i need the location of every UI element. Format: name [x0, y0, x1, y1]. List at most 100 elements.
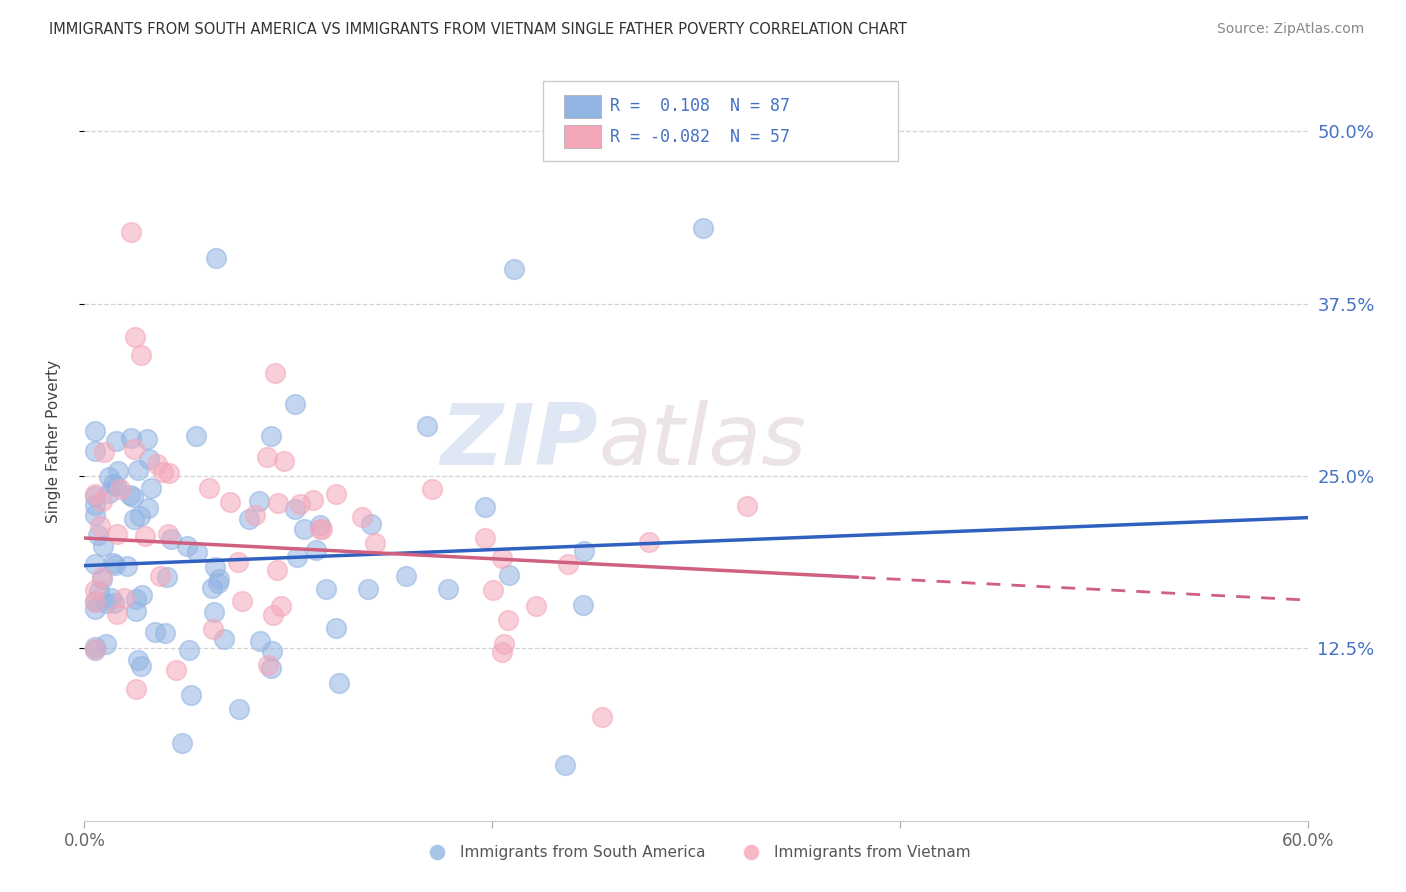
Point [474, 531, 496, 545]
Point [198, 481, 221, 495]
Point [262, 608, 284, 623]
Y-axis label: Single Father Poverty: Single Father Poverty [46, 360, 60, 523]
Text: R = -0.082  N = 57: R = -0.082 N = 57 [610, 128, 790, 145]
Text: R =  0.108  N = 87: R = 0.108 N = 87 [610, 97, 790, 115]
Point [219, 495, 242, 509]
Point [308, 522, 330, 536]
FancyBboxPatch shape [564, 126, 600, 148]
Point [416, 419, 439, 434]
Point [165, 663, 187, 677]
Point [101, 476, 124, 491]
Point [103, 556, 125, 570]
Point [83, 508, 105, 523]
Point [285, 549, 308, 564]
Point [143, 625, 166, 640]
Point [94, 596, 117, 610]
Point [204, 252, 226, 266]
Text: ZIP: ZIP [440, 400, 598, 483]
Point [212, 632, 235, 647]
Point [83, 642, 105, 657]
Point [83, 583, 105, 598]
Point [176, 539, 198, 553]
Point [201, 582, 224, 596]
Point [238, 511, 260, 525]
Point [364, 535, 387, 549]
Point [83, 486, 105, 500]
Point [311, 522, 333, 536]
Point [491, 645, 513, 659]
Point [170, 736, 193, 750]
Point [309, 518, 332, 533]
Point [127, 463, 149, 477]
Point [118, 487, 141, 501]
Point [204, 560, 226, 574]
Point [260, 661, 283, 675]
Point [89, 519, 111, 533]
Point [574, 544, 596, 558]
Point [149, 569, 172, 583]
Point [134, 529, 156, 543]
Point [201, 622, 224, 636]
Point [84, 640, 107, 654]
Point [496, 613, 519, 627]
Point [84, 602, 107, 616]
Point [83, 498, 105, 512]
Point [83, 424, 105, 438]
Legend: Immigrants from South America, Immigrants from Vietnam: Immigrants from South America, Immigrant… [415, 838, 977, 866]
Point [266, 563, 288, 577]
Point [557, 557, 579, 571]
Point [127, 652, 149, 666]
Point [395, 569, 418, 583]
Point [302, 493, 325, 508]
Point [257, 658, 280, 673]
Point [249, 634, 271, 648]
Point [125, 592, 148, 607]
Point [104, 558, 127, 572]
Point [83, 594, 105, 608]
Point [129, 509, 152, 524]
Point [231, 593, 253, 607]
Text: IMMIGRANTS FROM SOUTH AMERICA VS IMMIGRANTS FROM VIETNAM SINGLE FATHER POVERTY C: IMMIGRANTS FROM SOUTH AMERICA VS IMMIGRA… [49, 22, 907, 37]
Point [145, 457, 167, 471]
Point [129, 659, 152, 673]
Point [554, 758, 576, 772]
Point [122, 442, 145, 456]
Text: atlas: atlas [598, 400, 806, 483]
Point [90, 572, 112, 586]
Point [228, 555, 250, 569]
Point [93, 445, 115, 459]
Point [498, 568, 520, 582]
Point [357, 582, 380, 597]
Point [245, 508, 267, 523]
Point [156, 570, 179, 584]
FancyBboxPatch shape [564, 95, 600, 118]
Point [83, 490, 105, 504]
Point [97, 470, 120, 484]
Point [153, 626, 176, 640]
Point [284, 502, 307, 516]
Point [491, 551, 513, 566]
Point [360, 516, 382, 531]
Point [105, 607, 128, 621]
Point [86, 527, 108, 541]
Point [352, 509, 374, 524]
Point [136, 500, 159, 515]
Point [83, 558, 105, 572]
Point [103, 596, 125, 610]
Point [120, 431, 142, 445]
Point [267, 496, 290, 510]
Point [112, 591, 135, 605]
Point [692, 220, 714, 235]
Point [474, 500, 496, 514]
Point [115, 558, 138, 573]
Point [249, 493, 271, 508]
Point [437, 582, 460, 596]
Point [97, 486, 120, 500]
Point [180, 689, 202, 703]
Point [141, 481, 163, 495]
Point [591, 710, 613, 724]
Point [284, 397, 307, 411]
Point [256, 450, 278, 465]
Point [131, 588, 153, 602]
Point [157, 527, 180, 541]
